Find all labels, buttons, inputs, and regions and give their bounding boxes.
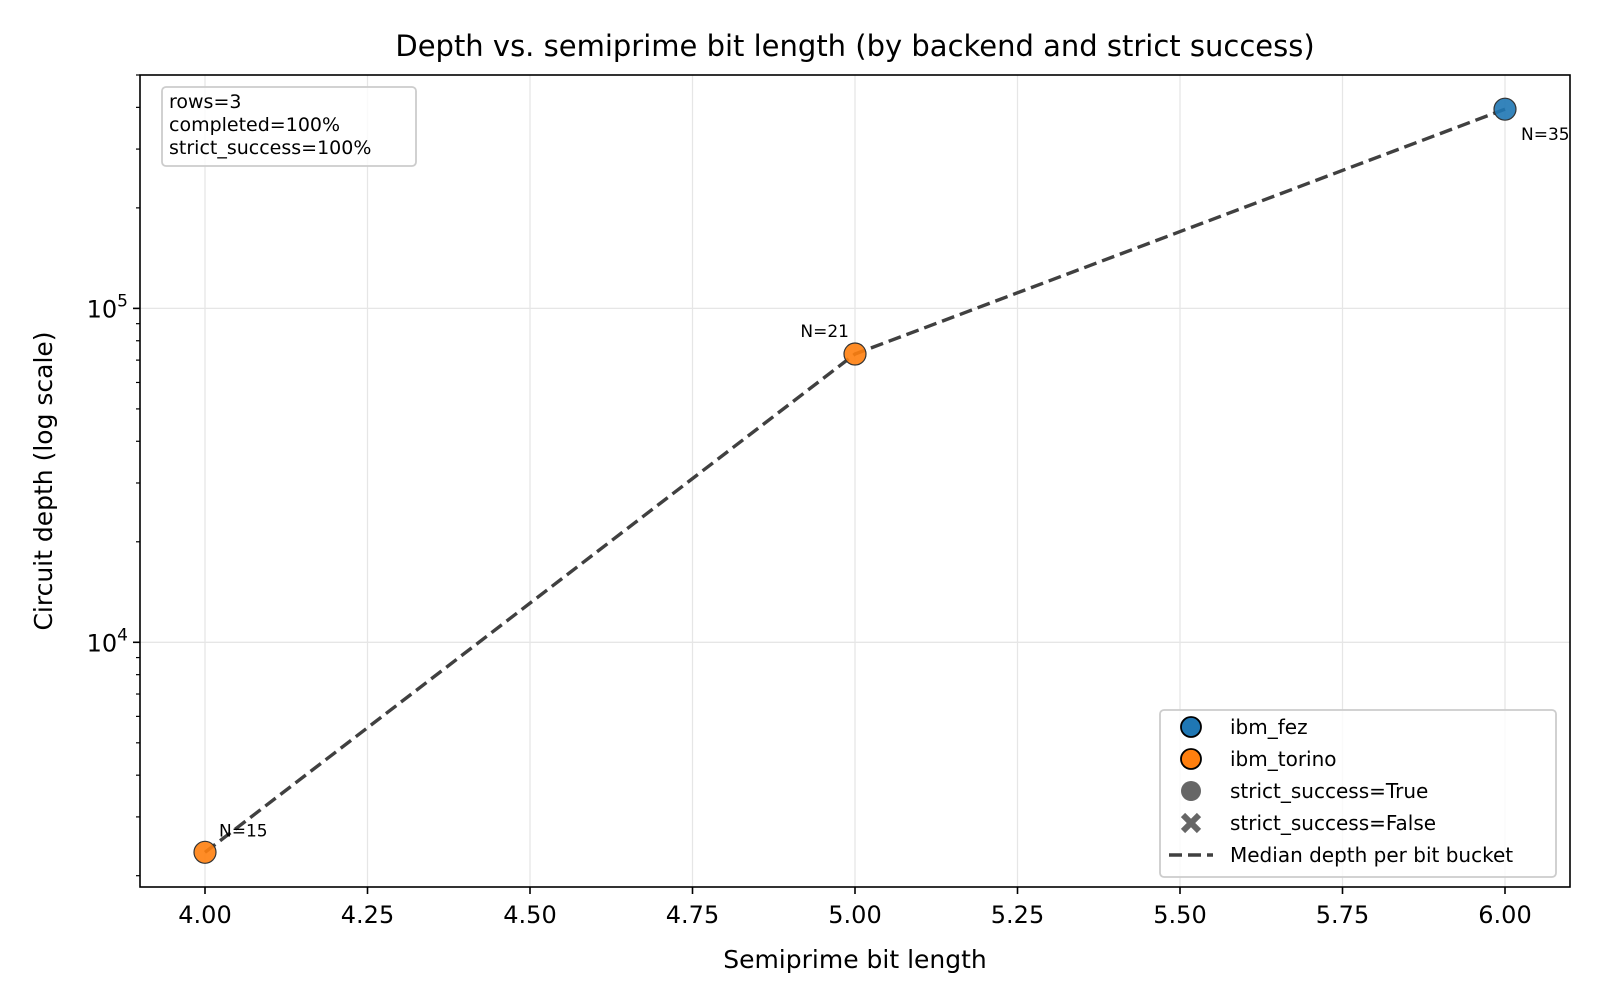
summary-box: rows=3 completed=100% strict_success=100… <box>161 86 417 167</box>
x-tick-label: 4.50 <box>503 901 556 929</box>
chart-title: Depth vs. semiprime bit length (by backe… <box>395 29 1314 63</box>
point-annotation: N=35 <box>1521 125 1570 145</box>
x-tick-label: 5.50 <box>1153 901 1206 929</box>
summary-line: rows=3 <box>169 91 241 113</box>
grid <box>140 75 1570 887</box>
legend-label: strict_success=True <box>1230 779 1428 803</box>
legend: ibm_fez ibm_torino strict_success=True s… <box>1159 709 1557 878</box>
point-annotation: N=15 <box>219 821 268 841</box>
x-tick-label: 5.75 <box>1316 901 1369 929</box>
x-axis-label: Semiprime bit length <box>723 945 987 974</box>
legend-frame <box>1159 709 1557 878</box>
point-annotation: N=21 <box>800 322 849 342</box>
legend-label: strict_success=False <box>1230 811 1436 835</box>
summary-box-frame <box>161 86 417 167</box>
x-tick-label: 6.00 <box>1478 901 1531 929</box>
summary-line: completed=100% <box>169 114 340 136</box>
summary-line: strict_success=100% <box>169 137 371 159</box>
x-tick-label: 5.25 <box>991 901 1044 929</box>
x-tick-label: 5.00 <box>828 901 881 929</box>
legend-label: ibm_torino <box>1230 747 1337 771</box>
legend-markers <box>1169 716 1213 857</box>
legend-label: Median depth per bit bucket <box>1230 843 1513 867</box>
data-point-ibm_torino <box>843 342 867 366</box>
x-tick-label: 4.00 <box>178 901 231 929</box>
y-tick-label: 105 <box>87 291 128 323</box>
legend-label: ibm_fez <box>1230 715 1308 739</box>
legend-marker <box>1180 716 1202 738</box>
legend-marker <box>1181 781 1201 801</box>
points-layer: N=15 N=21 N=35 <box>193 97 1570 864</box>
y-tick-label: 104 <box>87 625 128 657</box>
legend-marker <box>1180 748 1202 770</box>
data-point-ibm_torino <box>193 840 217 864</box>
axes: 4.00 4.25 4.50 4.75 5.00 5.25 5.50 5.75 6.00 104 1… <box>87 74 1532 929</box>
legend-marker <box>1180 812 1202 834</box>
data-point-ibm_fez <box>1493 97 1517 121</box>
x-tick-label: 4.75 <box>666 901 719 929</box>
x-tick-label: 4.25 <box>341 901 394 929</box>
y-axis-label: Circuit depth (log scale) <box>29 331 58 630</box>
